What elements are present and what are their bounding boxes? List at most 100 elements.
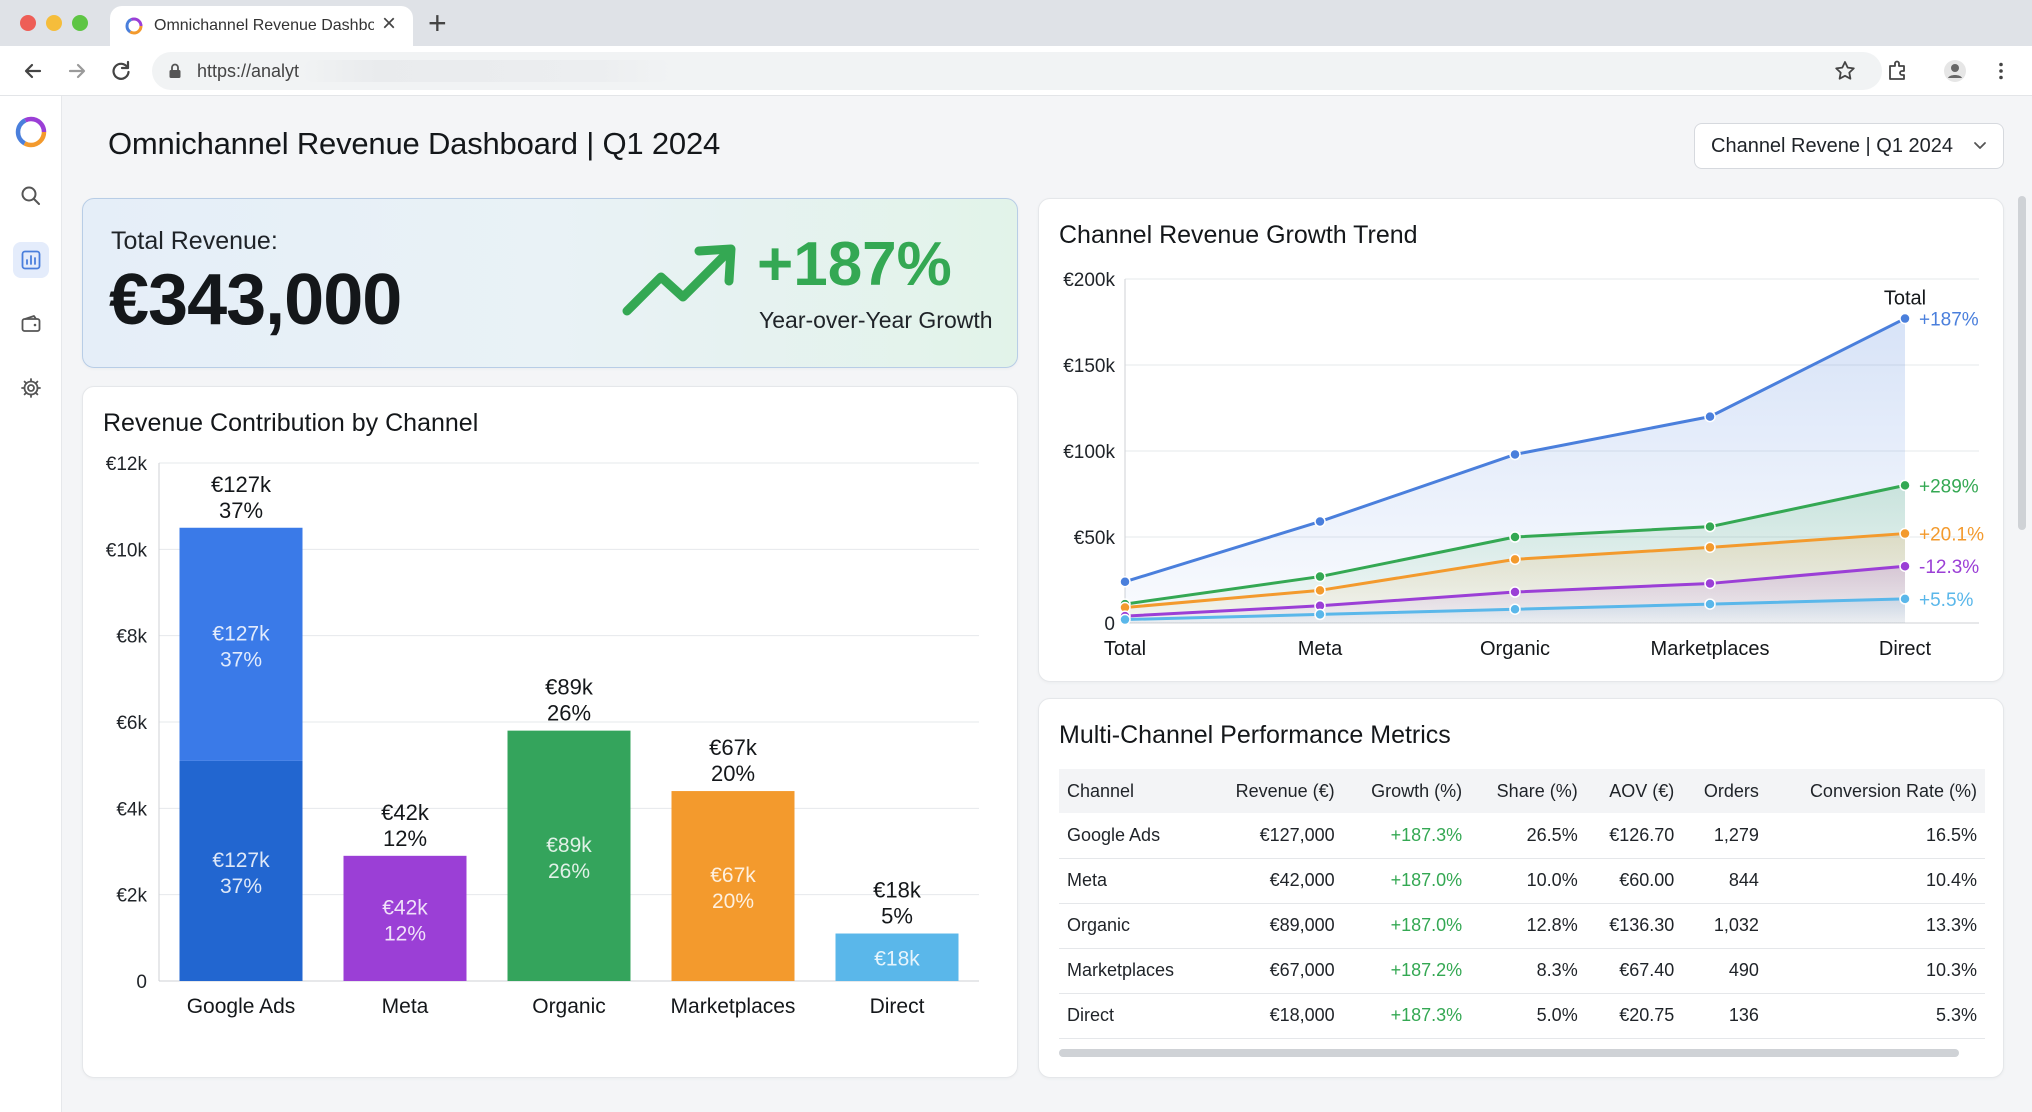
series-point[interactable] xyxy=(1899,593,1911,605)
bookmark-star-icon[interactable] xyxy=(1830,56,1860,86)
series-point[interactable] xyxy=(1899,312,1911,325)
page-vertical-scrollbar[interactable] xyxy=(2018,196,2026,530)
new-tab-button[interactable]: + xyxy=(428,5,447,41)
table-cell: Google Ads xyxy=(1059,813,1206,859)
bar-pct-label: 37% xyxy=(219,498,263,523)
table-row[interactable]: Direct €18,000 +187.3% 5.0% €20.75 136 5.3% xyxy=(1059,993,1985,1039)
browser-tab[interactable]: Omnichannel Revenue Dashboard × xyxy=(110,6,413,46)
series-point[interactable] xyxy=(1704,541,1716,554)
series-point[interactable] xyxy=(1509,531,1521,543)
wallet-icon[interactable] xyxy=(13,306,49,342)
logo-icon[interactable] xyxy=(13,114,49,150)
series-point[interactable] xyxy=(1704,598,1716,610)
table-cell: 26.5% xyxy=(1470,813,1586,859)
bar-y-tick-label: €4k xyxy=(116,799,147,820)
table-column-header[interactable]: Growth (%) xyxy=(1342,769,1471,813)
table-column-header[interactable]: AOV (€) xyxy=(1585,769,1683,813)
table-header-row: Channel Revenue (€) Growth (%) Share (%) AOV… xyxy=(1059,769,1985,813)
series-point[interactable] xyxy=(1314,608,1326,621)
series-point[interactable] xyxy=(1509,586,1521,598)
series-point[interactable] xyxy=(1509,448,1521,461)
back-arrow-icon[interactable] xyxy=(18,56,48,86)
bar-pct-label: 5% xyxy=(881,904,913,929)
bar-inner-value-label: €89k xyxy=(546,834,592,857)
trending-up-icon xyxy=(622,244,736,316)
line-x-tick-label: Marketplaces xyxy=(1651,638,1770,660)
series-point[interactable] xyxy=(1509,553,1521,566)
chart-icon[interactable] xyxy=(13,242,49,278)
browser-toolbar: https://analyt xyxy=(0,46,2032,96)
series-point[interactable] xyxy=(1314,570,1326,583)
series-point[interactable] xyxy=(1314,515,1326,528)
series-point[interactable] xyxy=(1704,577,1716,590)
forward-arrow-icon[interactable] xyxy=(62,56,92,86)
series-point[interactable] xyxy=(1899,527,1911,540)
table-row[interactable]: Organic €89,000 +187.0% 12.8% €136.30 1,032 13… xyxy=(1059,903,1985,949)
table-horizontal-scrollbar[interactable] xyxy=(1059,1049,1959,1057)
bar-segment-lower[interactable] xyxy=(179,760,303,981)
bar-inner-value-label: €127k xyxy=(212,622,270,645)
browser-menu-icon[interactable] xyxy=(1986,56,2016,86)
series-point[interactable] xyxy=(1899,479,1911,492)
trend-chart-title: Channel Revenue Growth Trend xyxy=(1059,221,1418,249)
table-cell: 8.3% xyxy=(1470,948,1586,994)
bar-y-tick-label: €2k xyxy=(116,886,147,907)
bar-y-tick-label: €6k xyxy=(116,713,147,734)
bar-category-label: Organic xyxy=(532,995,606,1018)
bar-y-tick-label: €12k xyxy=(106,454,148,475)
table-row[interactable]: Meta €42,000 +187.0% 10.0% €60.00 844 10.4% xyxy=(1059,858,1985,904)
table-cell: +187.3% xyxy=(1342,813,1471,859)
table-cell: Marketplaces xyxy=(1059,948,1206,994)
search-icon[interactable] xyxy=(13,178,49,214)
table-cell: €20.75 xyxy=(1585,993,1683,1039)
bar[interactable] xyxy=(343,855,467,981)
bar-inner-value-label: €18k xyxy=(874,947,920,970)
series-point[interactable] xyxy=(1704,520,1716,533)
revenue-by-channel-card: Revenue Contribution by Channel 0 €2k €4k €… xyxy=(82,386,1018,1078)
table-cell: €67.40 xyxy=(1585,948,1683,994)
bar[interactable] xyxy=(835,933,959,981)
reload-icon[interactable] xyxy=(106,56,136,86)
series-name-label: Total xyxy=(1884,288,1926,310)
table-row[interactable]: Marketplaces €67,000 +187.2% 8.3% €67.40 490 1… xyxy=(1059,948,1985,994)
series-point[interactable] xyxy=(1119,575,1131,588)
bar-inner-value-label: €42k xyxy=(382,896,428,919)
series-end-label: -12.3% xyxy=(1919,557,1979,578)
series-point[interactable] xyxy=(1509,603,1521,615)
bar[interactable] xyxy=(671,791,795,981)
table-cell: +187.0% xyxy=(1342,858,1471,904)
bar-segment-upper[interactable] xyxy=(179,527,303,761)
bar-category-label: Direct xyxy=(870,995,925,1018)
table-cell: 1,032 xyxy=(1682,903,1767,949)
series-point[interactable] xyxy=(1899,560,1911,572)
close-tab-icon[interactable]: × xyxy=(382,10,397,37)
table-row[interactable]: Google Ads €127,000 +187.3% 26.5% €126.70 1,2… xyxy=(1059,813,1985,859)
channel-period-dropdown[interactable]: Channel Revene | Q1 2024 xyxy=(1694,123,2004,169)
total-revenue-value: €343,000 xyxy=(109,260,402,340)
series-point[interactable] xyxy=(1704,410,1716,423)
minimize-window-button[interactable] xyxy=(46,15,62,31)
series-point[interactable] xyxy=(1119,613,1131,626)
performance-metrics-table: Channel Revenue (€) Growth (%) Share (%) AOV… xyxy=(1059,769,1985,1039)
bar[interactable] xyxy=(507,730,631,981)
table-column-header[interactable]: Conversion Rate (%) xyxy=(1766,769,1985,813)
series-end-label: +5.5% xyxy=(1919,590,1974,611)
series-point[interactable] xyxy=(1314,584,1326,597)
table-column-header[interactable]: Share (%) xyxy=(1470,769,1586,813)
table-title: Multi-Channel Performance Metrics xyxy=(1059,721,1451,749)
sidebar xyxy=(0,96,62,1112)
table-column-header[interactable]: Channel xyxy=(1059,769,1206,813)
table-column-header[interactable]: Revenue (€) xyxy=(1205,769,1343,813)
table-cell: Meta xyxy=(1059,858,1206,904)
bar-y-tick-label: 0 xyxy=(136,972,147,993)
extensions-puzzle-icon[interactable] xyxy=(1882,56,1912,86)
address-bar[interactable]: https://analyt xyxy=(152,52,1882,90)
maximize-window-button[interactable] xyxy=(72,15,88,31)
bar-inner-pct-label: 26% xyxy=(548,860,590,883)
table-column-header[interactable]: Orders xyxy=(1682,769,1767,813)
close-window-button[interactable] xyxy=(20,15,36,31)
bar-y-tick-label: €8k xyxy=(116,627,147,648)
gear-icon[interactable] xyxy=(13,370,49,406)
dropdown-selected-value: Channel Revene | Q1 2024 xyxy=(1711,135,1954,157)
profile-avatar-icon[interactable] xyxy=(1940,56,1970,86)
